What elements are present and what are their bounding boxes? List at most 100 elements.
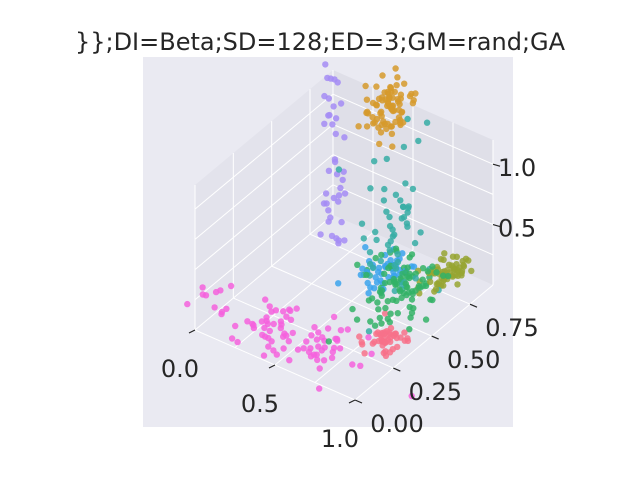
data-point [383, 155, 390, 163]
data-point [409, 185, 417, 193]
data-point [313, 351, 320, 358]
data-point [289, 329, 296, 337]
data-point [392, 245, 400, 252]
data-point [396, 286, 403, 293]
tick-mark [188, 329, 196, 334]
data-point [393, 297, 400, 304]
data-point [395, 114, 403, 121]
data-point [341, 237, 348, 244]
data-point [427, 278, 434, 285]
data-point [412, 275, 419, 282]
data-point [353, 316, 361, 323]
data-point [266, 303, 273, 310]
data-point [408, 309, 416, 317]
data-point [325, 112, 332, 119]
data-point [367, 185, 374, 192]
grid-line [194, 93, 334, 210]
data-point [337, 327, 345, 334]
data-point [369, 264, 377, 272]
data-point [366, 249, 374, 256]
data-point [317, 231, 324, 238]
data-point [392, 191, 400, 198]
data-point [286, 306, 293, 313]
data-point [336, 345, 344, 352]
data-point [313, 336, 321, 343]
data-point [263, 317, 270, 325]
data-point [320, 357, 328, 364]
data-point [433, 269, 440, 276]
data-point [280, 345, 287, 352]
data-point [389, 143, 396, 150]
data-point [356, 333, 363, 340]
data-point [453, 253, 460, 260]
data-point [406, 254, 413, 261]
data-point [261, 333, 269, 340]
data-point [359, 341, 366, 348]
grid-line [194, 184, 334, 301]
data-point [218, 310, 225, 318]
data-point [393, 280, 400, 288]
data-point [397, 121, 404, 129]
data-point [392, 65, 399, 72]
data-point [454, 281, 461, 288]
data-point [370, 120, 377, 127]
data-point [270, 320, 277, 328]
data-point [260, 352, 268, 359]
data-point [391, 262, 398, 269]
x-tick-label: 0.0 [161, 355, 199, 383]
data-point [404, 337, 412, 345]
data-point [404, 115, 411, 123]
grid-line [332, 123, 494, 195]
data-point [424, 268, 431, 275]
data-point [372, 274, 379, 281]
data-point [362, 244, 369, 251]
data-point [293, 305, 300, 312]
data-point [404, 209, 411, 216]
grid-line [194, 154, 334, 270]
tick-mark [268, 364, 276, 369]
tick-mark [348, 399, 356, 404]
data-point [335, 166, 343, 173]
chart-title: }};DI=Beta;SD=128;ED=3;GM=rand;GA [75, 28, 566, 56]
data-point [388, 130, 396, 137]
data-point [328, 354, 336, 361]
data-point [266, 327, 273, 335]
grid-line [332, 184, 494, 256]
data-point [212, 288, 220, 296]
data-point [316, 365, 323, 372]
data-point [330, 194, 338, 202]
data-point [381, 279, 389, 287]
data-point [280, 308, 287, 315]
data-point [382, 352, 390, 359]
data-point [184, 300, 191, 308]
data-point [375, 337, 382, 345]
data-point [223, 305, 230, 312]
data-point [388, 106, 396, 113]
data-point [335, 237, 342, 244]
data-point [378, 251, 385, 259]
data-point [454, 272, 462, 279]
data-point [332, 130, 339, 138]
data-point [303, 338, 310, 345]
data-point [211, 304, 218, 311]
data-point [314, 356, 321, 364]
data-point [294, 346, 302, 353]
data-point [262, 296, 269, 303]
data-point [337, 100, 345, 107]
data-point [332, 115, 340, 122]
data-point [419, 276, 426, 283]
y-tick-label: 0.50 [447, 346, 500, 374]
data-point [398, 294, 405, 302]
data-point [322, 190, 330, 197]
data-point [373, 83, 380, 90]
data-point [384, 298, 391, 305]
data-point [341, 190, 349, 197]
data-point [382, 339, 389, 346]
data-point [321, 92, 328, 100]
data-point [321, 120, 328, 128]
data-point [202, 292, 210, 299]
data-point [440, 282, 447, 289]
data-point [406, 326, 413, 333]
